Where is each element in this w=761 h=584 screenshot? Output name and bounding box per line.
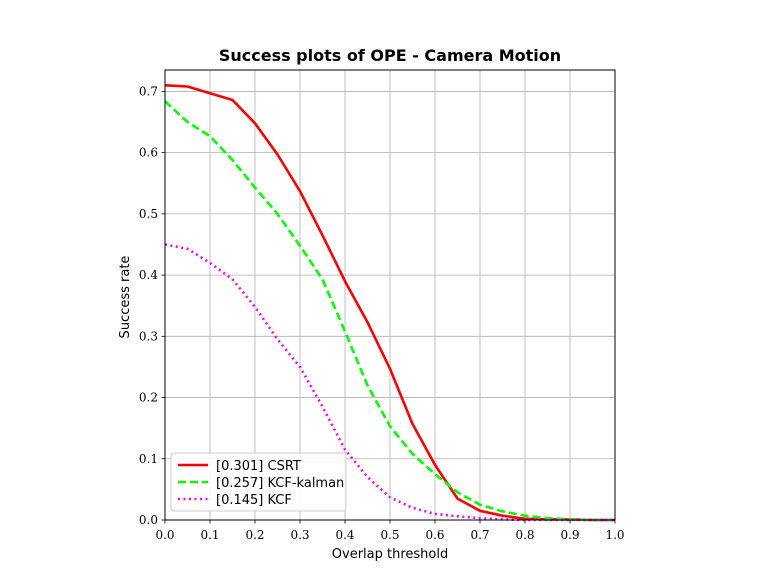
y-tick-label: 0.3	[139, 329, 158, 343]
y-tick-label: 0.5	[139, 207, 158, 221]
x-tick-label: 1.0	[605, 528, 624, 542]
x-tick-label: 0.5	[380, 528, 399, 542]
y-tick-label: 0.7	[139, 84, 158, 98]
y-tick-label: 0.4	[139, 268, 158, 282]
chart-title: Success plots of OPE - Camera Motion	[219, 46, 561, 65]
x-tick-label: 0.2	[245, 528, 264, 542]
x-axis-label: Overlap threshold	[332, 547, 448, 562]
x-tick-label: 0.6	[425, 528, 444, 542]
x-tick-label: 0.4	[335, 528, 354, 542]
x-tick-label: 0.8	[515, 528, 534, 542]
legend-label-kcf-kalman: [0.257] KCF-kalman	[216, 476, 344, 491]
y-tick-label: 0.6	[139, 146, 158, 160]
x-tick-label: 0.3	[290, 528, 309, 542]
y-tick-label: 0.1	[139, 452, 158, 466]
x-tick-label: 0.1	[200, 528, 219, 542]
legend-box	[170, 452, 347, 512]
series-line-kcf-kalman	[164, 100, 615, 522]
y-axis-label: Success rate	[118, 256, 133, 339]
y-tick-label: 0.2	[139, 391, 158, 405]
y-tick-label: 0.0	[139, 513, 158, 527]
legend: [0.301] CSRT [0.257] KCF-kalman [0.145] KC…	[170, 452, 347, 512]
x-tick-label: 0.9	[560, 528, 579, 542]
axis-ticks: 0.0 0.1 0.2 0.3 0.4 0.5 0.6 0.7 0.8 0.9 1.0 0.0 0.1 0…	[139, 84, 625, 542]
legend-label-csrt: [0.301] CSRT	[216, 459, 301, 474]
legend-label-kcf: [0.145] KCF	[216, 493, 292, 508]
x-tick-label: 0.0	[155, 528, 174, 542]
x-tick-label: 0.7	[470, 528, 489, 542]
